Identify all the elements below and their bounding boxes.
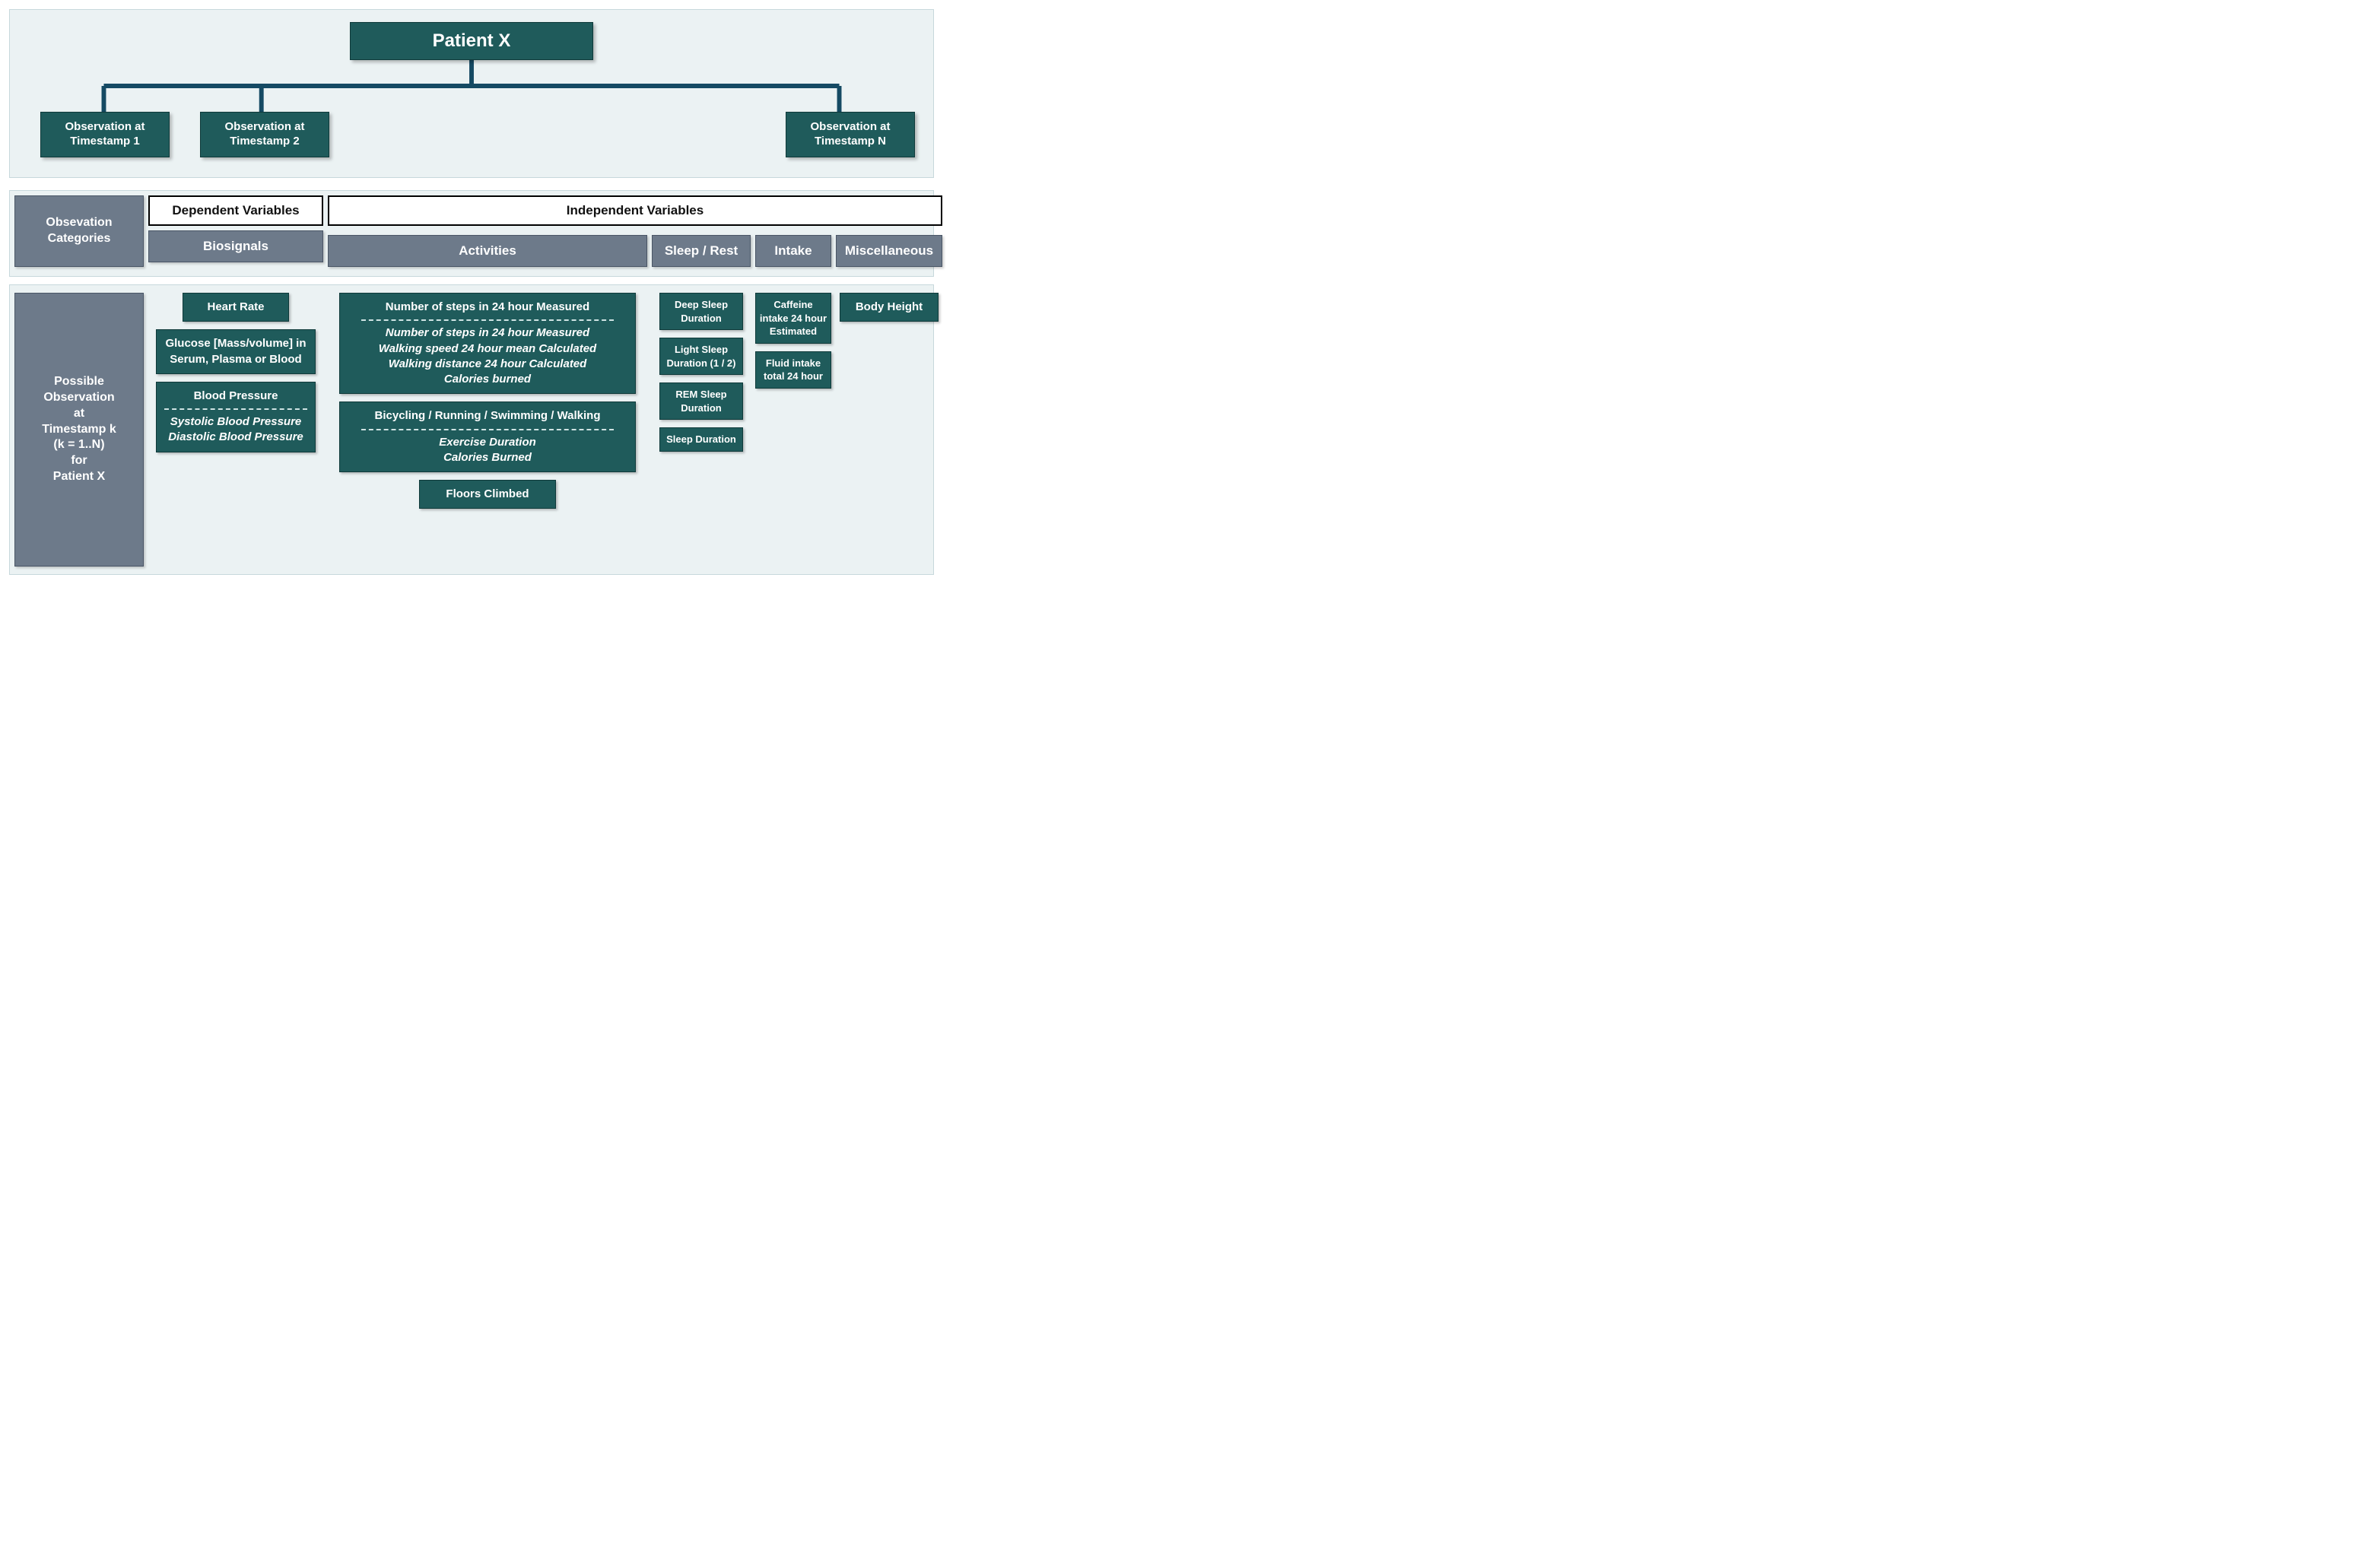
item-title: Fluid intake total 24 hour — [759, 357, 827, 383]
observation-item: Fluid intake total 24 hour — [755, 351, 831, 389]
item-title: Light Sleep Duration (1 / 2) — [663, 343, 739, 370]
intake-column: Caffeine intake 24 hour Estimated Fluid i… — [755, 293, 831, 389]
item-sub: Walking speed 24 hour mean Calculated — [348, 341, 627, 357]
item-title: Bicycling / Running / Swimming / Walking — [348, 408, 627, 424]
dependent-variables-header: Dependent Variables — [148, 195, 323, 226]
observation-item: REM Sleep Duration — [659, 382, 743, 420]
item-title: Deep Sleep Duration — [663, 298, 739, 325]
activities-header: Activities — [328, 235, 647, 267]
sleep-column: Deep Sleep Duration Light Sleep Duration … — [652, 293, 751, 452]
item-title: Number of steps in 24 hour Measured — [348, 300, 627, 315]
biosignals-column: Heart Rate Glucose [Mass/volume] in Serum… — [148, 293, 323, 452]
item-sub: Diastolic Blood Pressure — [164, 430, 307, 445]
item-sub: Number of steps in 24 hour Measured — [348, 325, 627, 341]
activities-column: Number of steps in 24 hour Measured Numbe… — [328, 293, 647, 509]
observation-item: Body Height — [840, 293, 939, 322]
item-sub: Walking distance 24 hour Calculated — [348, 357, 627, 372]
tree-wrap: Patient X Observation atTimestamp 1Obser… — [17, 17, 926, 170]
tree-node-obs2: Observation at Timestamp 2 — [200, 112, 329, 157]
observation-item: Number of steps in 24 hour Measured Numbe… — [339, 293, 636, 394]
tree-node-line2: Timestamp 1 — [70, 135, 139, 148]
tree-node-line1: Observation at — [810, 120, 890, 133]
tree-panel: Patient X Observation atTimestamp 1Obser… — [9, 9, 934, 178]
observations-panel: Possible Observation at Timestamp k (k = 1..… — [9, 284, 934, 575]
misc-column: Body Height — [836, 293, 942, 322]
sleep-header: Sleep / Rest — [652, 235, 751, 267]
label-line: Observation — [43, 391, 114, 404]
label-line: Possible — [54, 375, 104, 388]
observation-item: Blood Pressure Systolic Blood PressureDia… — [156, 382, 316, 452]
possible-observation-label: Possible Observation at Timestamp k (k = 1..… — [14, 293, 144, 567]
categories-panel: Obsevation Categories Dependent Variable… — [9, 190, 934, 277]
tree-node-line2: Timestamp 2 — [230, 135, 299, 148]
item-sub: Calories burned — [348, 372, 627, 387]
intake-header: Intake — [755, 235, 831, 267]
observation-item: Heart Rate — [183, 293, 289, 322]
observation-item: Deep Sleep Duration — [659, 293, 743, 330]
item-title: REM Sleep Duration — [663, 388, 739, 414]
tree-node-line1: Observation at — [224, 120, 304, 133]
label-line: (k = 1..N) — [53, 438, 104, 451]
item-title: Glucose [Mass/volume] in Serum, Plasma o… — [164, 336, 307, 367]
observation-item: Sleep Duration — [659, 427, 743, 452]
tree-node-line2: Timestamp N — [815, 135, 886, 148]
observation-categories-label: Obsevation Categories — [14, 195, 144, 267]
observation-item: Bicycling / Running / Swimming / Walking… — [339, 402, 636, 472]
biosignals-header: Biosignals — [148, 230, 323, 262]
observation-item: Light Sleep Duration (1 / 2) — [659, 338, 743, 375]
independent-variables-header: Independent Variables — [328, 195, 942, 226]
tree-node-obs1: Observation at Timestamp 1 — [40, 112, 170, 157]
tree-node-obsN: Observation at Timestamp N — [786, 112, 915, 157]
label-line: Timestamp k — [42, 423, 116, 436]
item-title: Floors Climbed — [427, 487, 548, 502]
item-title: Body Height — [848, 300, 930, 315]
observation-item: Caffeine intake 24 hour Estimated — [755, 293, 831, 344]
item-sub: Calories Burned — [348, 450, 627, 465]
item-divider — [361, 429, 613, 430]
item-title: Caffeine intake 24 hour Estimated — [759, 298, 827, 338]
observation-item: Floors Climbed — [419, 480, 556, 509]
item-title: Heart Rate — [191, 300, 281, 315]
label-line: for — [71, 454, 87, 467]
item-sub: Exercise Duration — [348, 435, 627, 450]
observation-item: Glucose [Mass/volume] in Serum, Plasma o… — [156, 329, 316, 374]
item-title: Blood Pressure — [164, 389, 307, 404]
item-title: Sleep Duration — [663, 433, 739, 446]
label-line: at — [74, 407, 84, 420]
tree-root: Patient X — [350, 22, 593, 60]
tree-node-line1: Observation at — [65, 120, 145, 133]
item-divider — [164, 408, 307, 410]
item-divider — [361, 319, 613, 321]
item-sub: Systolic Blood Pressure — [164, 414, 307, 430]
misc-header: Miscellaneous — [836, 235, 942, 267]
label-line: Patient X — [53, 470, 105, 483]
